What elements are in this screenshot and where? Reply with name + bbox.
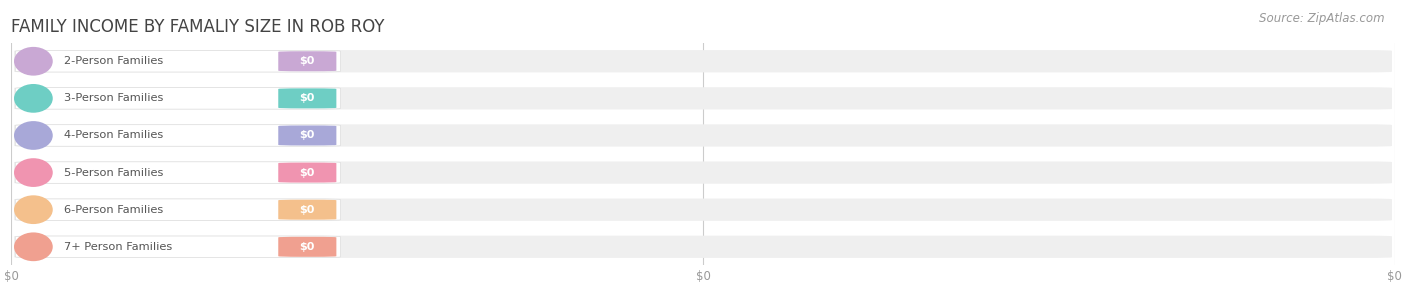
Ellipse shape — [14, 232, 53, 261]
FancyBboxPatch shape — [14, 161, 1392, 184]
Text: $0: $0 — [299, 205, 315, 215]
FancyBboxPatch shape — [14, 87, 1392, 109]
Text: 7+ Person Families: 7+ Person Families — [63, 242, 172, 252]
FancyBboxPatch shape — [278, 163, 336, 183]
Ellipse shape — [14, 158, 53, 187]
FancyBboxPatch shape — [14, 199, 1392, 221]
FancyBboxPatch shape — [278, 237, 336, 257]
FancyBboxPatch shape — [15, 125, 340, 146]
Text: 2-Person Families: 2-Person Families — [63, 56, 163, 66]
FancyBboxPatch shape — [278, 125, 336, 145]
Text: $0: $0 — [299, 167, 315, 178]
Text: 5-Person Families: 5-Person Families — [63, 167, 163, 178]
Text: 4-Person Families: 4-Person Families — [63, 131, 163, 141]
FancyBboxPatch shape — [15, 199, 340, 221]
FancyBboxPatch shape — [15, 51, 340, 72]
Ellipse shape — [14, 47, 53, 76]
FancyBboxPatch shape — [14, 124, 1392, 147]
FancyBboxPatch shape — [14, 50, 1392, 72]
Ellipse shape — [14, 121, 53, 150]
Ellipse shape — [14, 195, 53, 224]
FancyBboxPatch shape — [14, 236, 1392, 258]
Text: $0: $0 — [299, 56, 315, 66]
FancyBboxPatch shape — [278, 200, 336, 220]
Text: Source: ZipAtlas.com: Source: ZipAtlas.com — [1260, 12, 1385, 25]
FancyBboxPatch shape — [278, 88, 336, 108]
Text: $0: $0 — [299, 93, 315, 103]
Text: 6-Person Families: 6-Person Families — [63, 205, 163, 215]
FancyBboxPatch shape — [15, 236, 340, 257]
Text: $0: $0 — [299, 131, 315, 141]
Ellipse shape — [14, 84, 53, 113]
FancyBboxPatch shape — [278, 51, 336, 71]
Text: $0: $0 — [299, 242, 315, 252]
Text: 3-Person Families: 3-Person Families — [63, 93, 163, 103]
FancyBboxPatch shape — [15, 162, 340, 183]
FancyBboxPatch shape — [15, 88, 340, 109]
Text: FAMILY INCOME BY FAMALIY SIZE IN ROB ROY: FAMILY INCOME BY FAMALIY SIZE IN ROB ROY — [11, 18, 385, 36]
